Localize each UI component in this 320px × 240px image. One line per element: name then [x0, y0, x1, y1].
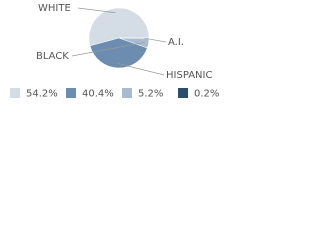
- legend-label: 5.2%: [138, 89, 163, 100]
- legend-label: 40.4%: [82, 89, 114, 100]
- leader-line: [117, 63, 165, 76]
- slice-label: BLACK: [36, 51, 69, 62]
- legend-swatch: [66, 88, 76, 98]
- slice-label: WHITE: [38, 3, 71, 14]
- leader-line: [71, 42, 145, 57]
- chart: WHITE HISPANIC BLACK A.I. 54.2% 40.4% 5.2% 0.2%: [10, 3, 219, 100]
- slice-label: A.I.: [168, 37, 184, 48]
- legend-swatch: [122, 88, 132, 98]
- legend-label: 0.2%: [194, 89, 219, 100]
- leader-line: [77, 7, 116, 14]
- legend-label: 54.2%: [26, 89, 58, 100]
- legend-swatch: [10, 88, 20, 98]
- pie-slice: [88, 7, 150, 47]
- leader-line: [144, 37, 167, 43]
- slice-label: HISPANIC: [166, 70, 212, 81]
- legend-swatch: [178, 88, 188, 98]
